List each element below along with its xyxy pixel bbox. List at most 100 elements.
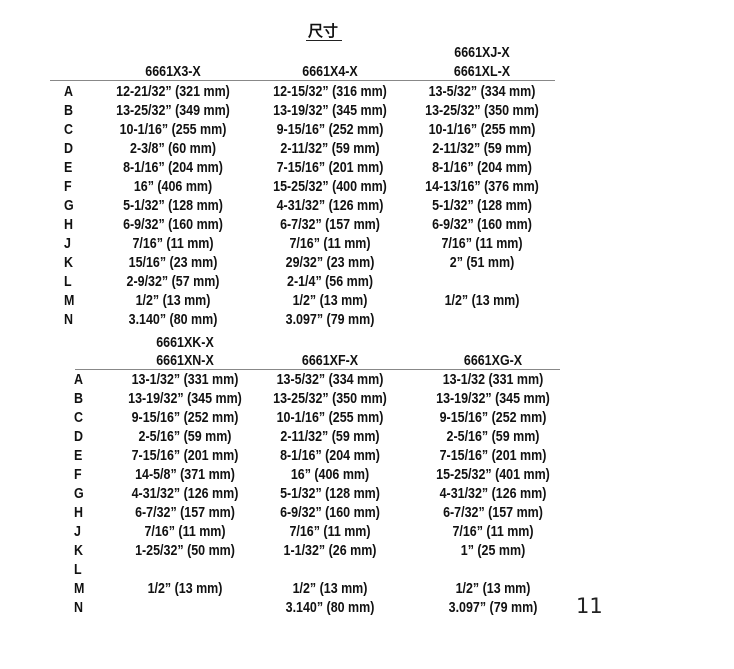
dimension-cell: 13-25/32” (350 mm) [273,391,387,407]
column-header: 6661XN-X [156,353,214,369]
dimension-cell: 8-1/16” (204 mm) [432,160,532,176]
dimension-cell: 3.140” (80 mm) [285,600,375,616]
dimension-cell: 6-7/32” (157 mm) [135,505,235,521]
dimension-cell: 7/16” (11 mm) [452,524,534,540]
header-rule [50,80,555,81]
dimension-cell: 5-1/32” (128 mm) [432,198,532,214]
dimension-cell: 1-1/32” (26 mm) [283,543,377,559]
header-rule [75,369,560,370]
row-label: K [74,543,84,559]
row-label: G [74,486,84,502]
dimension-cell: 13-25/32” (349 mm) [116,103,230,119]
dimension-cell: 6-7/32” (157 mm) [443,505,543,521]
dimension-cell: 9-15/16” (252 mm) [439,410,547,426]
column-header: 6661XL-X [453,64,511,80]
title-underline [306,40,342,41]
row-label: K [64,255,74,271]
dimension-cell: 13-25/32” (350 mm) [425,103,539,119]
dimension-cell: 2-9/32” (57 mm) [126,274,220,290]
dimension-cell: 7/16” (11 mm) [289,524,371,540]
dimension-cell: 7/16” (11 mm) [289,236,371,252]
row-label: B [64,103,74,119]
dimension-cell: 1/2” (13 mm) [292,581,368,597]
row-label: L [64,274,72,290]
dimension-cell: 29/32” (23 mm) [285,255,375,271]
dimension-cell: 2-11/32” (59 mm) [280,429,380,445]
dimension-cell: 7/16” (11 mm) [132,236,214,252]
dimension-cell: 4-31/32” (126 mm) [439,486,547,502]
page-number: 11 [576,594,603,618]
dimension-cell: 15-25/32” (401 mm) [436,467,550,483]
dimension-cell: 12-15/32” (316 mm) [273,84,387,100]
dimension-cell: 8-1/16” (204 mm) [123,160,223,176]
dimension-cell: 13-1/32 (331 mm) [442,372,544,388]
dimension-cell: 13-5/32” (334 mm) [276,372,384,388]
dimension-cell: 2-3/8” (60 mm) [130,141,216,157]
column-header: 6661X4-X [302,64,358,80]
row-label: E [74,448,83,464]
row-label: D [64,141,74,157]
column-header: 6661XK-X [156,335,214,351]
dimension-cell: 2-5/16” (59 mm) [446,429,540,445]
dimension-cell: 9-15/16” (252 mm) [276,122,384,138]
dimension-cell: 6-9/32” (160 mm) [432,217,532,233]
dimension-cell: 12-21/32” (321 mm) [116,84,230,100]
row-label: M [74,581,85,597]
row-label: L [74,562,82,578]
dimension-cell: 3.097” (79 mm) [285,312,375,328]
dimension-cell: 13-1/32” (331 mm) [131,372,239,388]
dimension-cell: 16” (406 mm) [290,467,370,483]
dimension-cell: 10-1/16” (255 mm) [276,410,384,426]
dimension-cell: 9-15/16” (252 mm) [131,410,239,426]
dimension-cell: 13-5/32” (334 mm) [428,84,536,100]
row-label: C [64,122,74,138]
dimension-cell: 13-19/32” (345 mm) [128,391,242,407]
row-label: D [74,429,84,445]
row-label: N [64,312,74,328]
row-label: A [64,84,74,100]
dimension-cell: 16” (406 mm) [133,179,213,195]
dimension-cell: 1” (25 mm) [460,543,526,559]
dimension-cell: 2-1/4” (56 mm) [287,274,373,290]
dimension-cell: 7-15/16” (201 mm) [439,448,547,464]
row-label: B [74,391,84,407]
dimension-cell: 14-5/8” (371 mm) [135,467,235,483]
dimension-cell: 10-1/16” (255 mm) [428,122,536,138]
row-label: A [74,372,84,388]
dimension-cell: 2-11/32” (59 mm) [280,141,380,157]
dimension-cell: 5-1/32” (128 mm) [123,198,223,214]
row-label: C [74,410,84,426]
dimension-cell: 7-15/16” (201 mm) [276,160,384,176]
dimension-cell: 1/2” (13 mm) [455,581,531,597]
dimension-cell: 15-25/32” (400 mm) [273,179,387,195]
column-header: 6661XF-X [301,353,359,369]
dimension-cell: 13-19/32” (345 mm) [273,103,387,119]
row-label: J [74,524,81,540]
dimension-cell: 6-9/32” (160 mm) [280,505,380,521]
row-label: M [64,293,75,309]
dimension-cell: 14-13/16” (376 mm) [425,179,539,195]
dimension-cell: 7/16” (11 mm) [441,236,523,252]
row-label: F [74,467,82,483]
dimension-cell: 10-1/16” (255 mm) [119,122,227,138]
dimension-cell: 7-15/16” (201 mm) [131,448,239,464]
row-label: H [64,217,74,233]
dimension-cell: 7/16” (11 mm) [144,524,226,540]
column-header: 6661X3-X [145,64,201,80]
dimension-cell: 2-11/32” (59 mm) [432,141,532,157]
row-label: H [74,505,84,521]
column-header: 6661XJ-X [454,45,510,61]
dimension-cell: 2-5/16” (59 mm) [138,429,232,445]
dimension-cell: 4-31/32” (126 mm) [276,198,384,214]
dimension-cell: 15/16” (23 mm) [128,255,218,271]
row-label: N [74,600,84,616]
dimension-cell: 13-19/32” (345 mm) [436,391,550,407]
dimension-cell: 1/2” (13 mm) [147,581,223,597]
dimension-cell: 8-1/16” (204 mm) [280,448,380,464]
dimension-cell: 4-31/32” (126 mm) [131,486,239,502]
column-header: 6661XG-X [463,353,523,369]
dimension-cell: 6-9/32” (160 mm) [123,217,223,233]
dimension-cell: 1-25/32” (50 mm) [135,543,235,559]
dimension-cell: 5-1/32” (128 mm) [280,486,380,502]
dimension-cell: 1/2” (13 mm) [292,293,368,309]
